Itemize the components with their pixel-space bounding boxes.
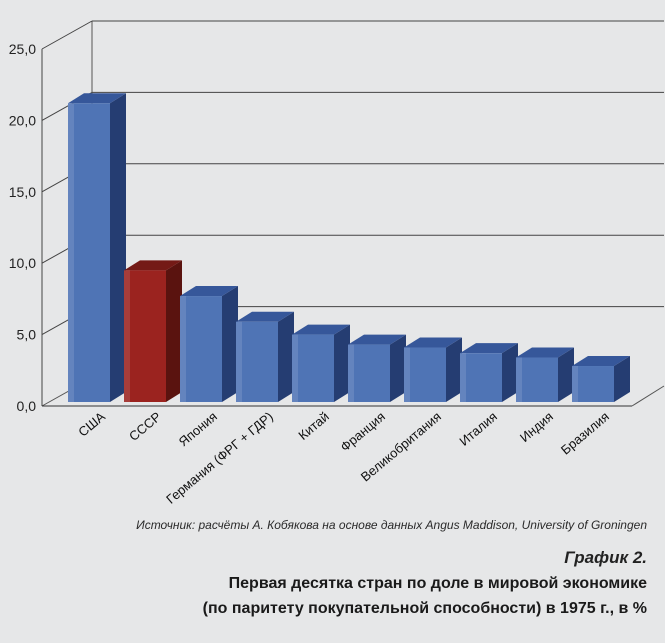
bar-side xyxy=(614,356,630,402)
bar-highlight xyxy=(236,321,242,402)
x-tick-label: Франция xyxy=(337,409,387,455)
bar-side xyxy=(558,347,574,402)
bar-chart: 0,0 5,0 10,0 15,0 20,0 25,0 США СССР ЯпонияГерма… xyxy=(9,20,665,507)
bar-highlight xyxy=(124,270,130,402)
bar xyxy=(404,347,446,402)
bar-top xyxy=(124,260,182,271)
bar-top xyxy=(180,286,238,297)
bar-side xyxy=(502,343,518,402)
bar-top xyxy=(572,356,630,367)
bar-highlight xyxy=(348,344,354,402)
x-tick-label: Бразилия xyxy=(558,409,612,458)
bar xyxy=(572,366,614,402)
bar-side xyxy=(446,337,462,402)
bar-top xyxy=(68,93,126,104)
y-tick-label: 5,0 xyxy=(17,327,37,343)
bar-top xyxy=(236,311,294,322)
bar xyxy=(460,353,502,402)
bar-highlight xyxy=(68,103,74,402)
bar xyxy=(516,357,558,402)
x-tick-label: США xyxy=(75,409,108,440)
bar-side xyxy=(390,334,406,402)
gridline-diagonal xyxy=(41,20,93,50)
x-tick-label: Япония xyxy=(176,409,220,450)
bar-side xyxy=(278,311,294,402)
chart-number: График 2. xyxy=(564,548,647,567)
y-tick-label: 10,0 xyxy=(9,255,36,271)
chart-title-line-2: (по паритету покупательной способности) … xyxy=(202,600,647,617)
bar-top xyxy=(460,343,518,354)
bar-side xyxy=(166,260,182,402)
bar xyxy=(124,270,166,402)
bar xyxy=(180,296,222,402)
bar-side xyxy=(222,286,238,402)
bar xyxy=(236,321,278,402)
bar-highlight xyxy=(516,357,522,402)
bar-top xyxy=(516,347,574,358)
y-tick-label: 25,0 xyxy=(9,41,36,57)
x-tick-label: Италия xyxy=(456,409,500,449)
bar-highlight xyxy=(404,347,410,402)
bar-side xyxy=(110,93,126,402)
x-tick-label: Индия xyxy=(517,409,556,445)
x-tick-label: СССР xyxy=(126,409,164,444)
bar xyxy=(68,103,110,402)
x-tick-label: Германия (ФРГ + ГДР) xyxy=(163,409,276,507)
floor-right-edge xyxy=(631,385,665,407)
bar-highlight xyxy=(292,334,298,402)
source-note: Источник: расчёты А. Кобякова на основе … xyxy=(136,518,647,532)
bar-highlight xyxy=(180,296,186,402)
bar-top xyxy=(404,337,462,348)
bar xyxy=(292,334,334,402)
chart-title-line-1: Первая десятка стран по доле в мировой э… xyxy=(228,575,647,592)
bar-top xyxy=(348,334,406,345)
y-tick-label: 0,0 xyxy=(17,398,37,414)
bar xyxy=(348,344,390,402)
bar-highlight xyxy=(572,366,578,402)
y-tick-label: 15,0 xyxy=(9,184,36,200)
bar-top xyxy=(292,324,350,335)
y-tick-label: 20,0 xyxy=(9,112,36,128)
x-tick-label: Китай xyxy=(295,409,332,443)
bar-side xyxy=(334,324,350,402)
bar-highlight xyxy=(460,353,466,402)
